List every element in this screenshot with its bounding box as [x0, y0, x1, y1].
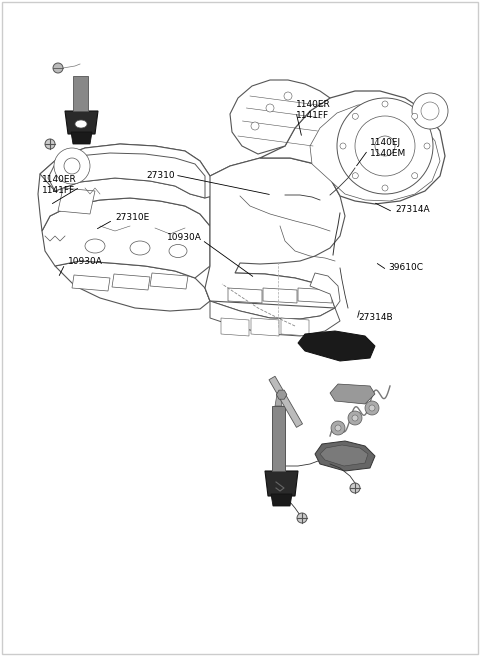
Polygon shape	[281, 318, 309, 336]
Ellipse shape	[130, 241, 150, 255]
Polygon shape	[269, 377, 302, 427]
Polygon shape	[71, 132, 92, 144]
Circle shape	[54, 148, 90, 184]
Ellipse shape	[75, 120, 87, 128]
Text: 27314A: 27314A	[395, 205, 430, 215]
Circle shape	[53, 63, 63, 73]
Circle shape	[350, 483, 360, 493]
Circle shape	[284, 92, 292, 100]
Circle shape	[352, 415, 358, 421]
Circle shape	[412, 93, 448, 129]
Polygon shape	[38, 144, 210, 231]
Circle shape	[424, 143, 430, 149]
Polygon shape	[330, 384, 375, 404]
Text: 10930A: 10930A	[68, 258, 103, 266]
Polygon shape	[251, 318, 279, 336]
Polygon shape	[40, 144, 335, 216]
Circle shape	[412, 113, 418, 119]
Polygon shape	[72, 275, 110, 291]
Polygon shape	[210, 301, 340, 336]
Circle shape	[365, 401, 379, 415]
Polygon shape	[265, 471, 298, 496]
Circle shape	[340, 143, 346, 149]
Polygon shape	[73, 76, 88, 111]
Circle shape	[266, 104, 274, 112]
Polygon shape	[48, 153, 205, 198]
Polygon shape	[58, 188, 95, 214]
Text: 1140ER
1141FF: 1140ER 1141FF	[42, 175, 77, 195]
Circle shape	[64, 158, 80, 174]
Circle shape	[382, 101, 388, 107]
Polygon shape	[112, 274, 150, 290]
Circle shape	[382, 185, 388, 191]
Circle shape	[251, 122, 259, 130]
Polygon shape	[298, 331, 375, 361]
Circle shape	[352, 113, 358, 119]
Text: 1140ER
1141FF: 1140ER 1141FF	[296, 100, 331, 119]
Polygon shape	[310, 104, 440, 201]
Polygon shape	[42, 198, 210, 278]
Polygon shape	[228, 288, 262, 303]
Polygon shape	[221, 318, 249, 336]
Text: 27314B: 27314B	[358, 314, 393, 323]
Polygon shape	[55, 261, 210, 311]
Polygon shape	[65, 111, 98, 134]
Text: 27310: 27310	[146, 171, 175, 180]
Text: 27310E: 27310E	[115, 213, 149, 222]
Circle shape	[348, 411, 362, 425]
Polygon shape	[320, 445, 368, 466]
Polygon shape	[260, 91, 445, 204]
Polygon shape	[298, 288, 332, 303]
Polygon shape	[230, 80, 330, 154]
Circle shape	[331, 421, 345, 435]
Circle shape	[355, 116, 415, 176]
Text: 39610C: 39610C	[388, 264, 423, 272]
Polygon shape	[315, 441, 375, 471]
Circle shape	[375, 136, 395, 156]
Polygon shape	[150, 273, 188, 289]
Circle shape	[45, 139, 55, 149]
Polygon shape	[272, 406, 285, 471]
Circle shape	[421, 102, 439, 120]
Circle shape	[369, 405, 375, 411]
Polygon shape	[205, 273, 335, 319]
Text: 1140EJ
1140EM: 1140EJ 1140EM	[370, 138, 406, 157]
Polygon shape	[263, 288, 297, 303]
Circle shape	[297, 513, 307, 523]
Circle shape	[337, 98, 433, 194]
Ellipse shape	[85, 239, 105, 253]
Polygon shape	[275, 394, 282, 406]
Ellipse shape	[169, 245, 187, 258]
Circle shape	[335, 425, 341, 431]
Polygon shape	[205, 158, 345, 308]
Text: 10930A: 10930A	[167, 234, 202, 243]
Circle shape	[352, 173, 358, 178]
Circle shape	[412, 173, 418, 178]
Polygon shape	[271, 494, 292, 506]
Polygon shape	[310, 273, 340, 308]
